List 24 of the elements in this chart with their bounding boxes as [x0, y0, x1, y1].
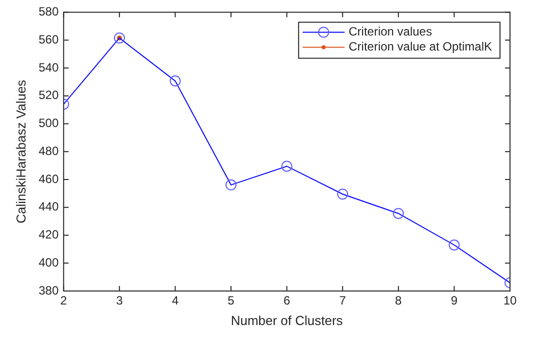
- y-axis-title: CalinskiHarabasz Values: [13, 79, 28, 224]
- y-tick-label: 480: [38, 144, 59, 158]
- x-tick-label: 4: [172, 294, 179, 308]
- legend-label: Criterion values: [348, 24, 432, 39]
- x-tick-label: 2: [60, 294, 68, 308]
- x-tick-label: 3: [116, 294, 124, 308]
- y-tick-label: 500: [38, 116, 59, 130]
- y-tick-label: 460: [38, 172, 59, 186]
- x-tick-label: 8: [395, 294, 402, 308]
- y-tick-label: 540: [38, 60, 59, 74]
- x-tick-label: 5: [228, 294, 235, 308]
- x-tick-label: 6: [283, 294, 290, 308]
- legend-label: Criterion value at OptimalK: [348, 40, 492, 54]
- x-tick-label: 10: [503, 294, 517, 308]
- y-tick-label: 440: [38, 200, 59, 214]
- y-tick-label: 380: [38, 283, 59, 298]
- x-tick-label: 7: [339, 294, 346, 308]
- y-tick-label: 420: [38, 228, 59, 242]
- y-tick-label: 400: [38, 255, 59, 270]
- y-tick-label: 580: [38, 4, 59, 19]
- y-tick-label: 520: [38, 88, 59, 102]
- x-axis-title: Number of Clusters: [230, 312, 344, 328]
- y-tick-label: 560: [38, 32, 59, 46]
- x-tick-label: 9: [450, 294, 458, 308]
